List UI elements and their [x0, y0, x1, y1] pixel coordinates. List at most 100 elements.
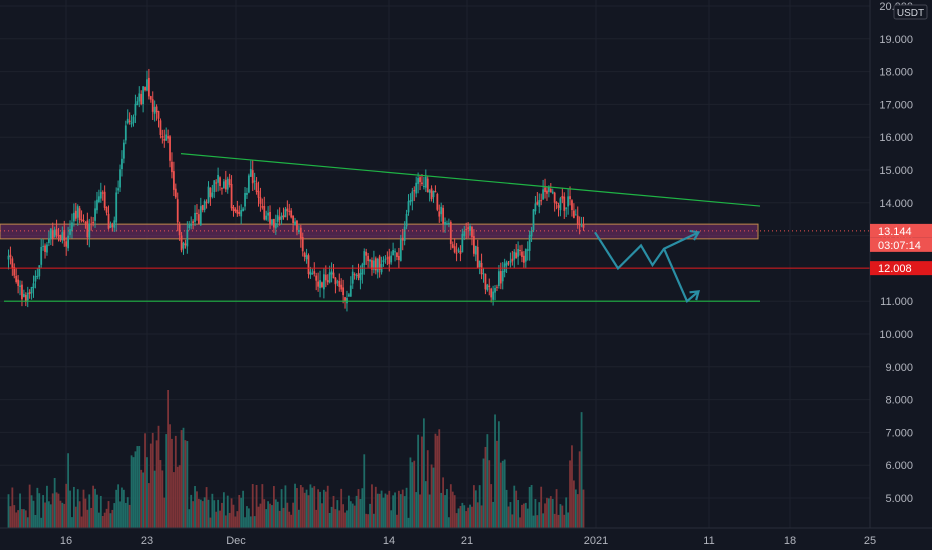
volume-bar [55, 492, 58, 528]
candle-body [294, 221, 296, 226]
currency-badge[interactable]: USDT [893, 4, 928, 20]
candle-body [167, 136, 170, 139]
candle-body [99, 191, 102, 199]
volume-bar [422, 418, 425, 528]
candle-body [255, 182, 258, 192]
candle-body [447, 222, 450, 224]
candle-body [9, 254, 12, 258]
volume-bar [536, 515, 539, 528]
candle-body [290, 210, 293, 218]
volume-bar [192, 501, 195, 528]
volume-bar [121, 487, 123, 528]
candle-body [313, 271, 316, 274]
volume-bar [563, 514, 566, 528]
candle-body [284, 209, 287, 218]
volume-bar [501, 460, 504, 528]
candle-body [369, 259, 371, 262]
price-axis-label: 10.000 [879, 329, 913, 341]
candle-body [349, 285, 352, 297]
volume-bar [136, 446, 139, 528]
volume-bar [524, 502, 527, 528]
volume-bar [32, 500, 35, 528]
volume-bar [147, 483, 150, 528]
volume-bar [280, 489, 283, 528]
volume-bar [217, 499, 220, 528]
candle-body [307, 255, 310, 275]
candle-body [138, 93, 141, 102]
volume-bar [576, 494, 579, 528]
candle-body [244, 193, 246, 207]
volume-bar [511, 514, 514, 528]
volume-bar [305, 489, 308, 528]
candlesticks [7, 68, 585, 312]
candle-body [309, 271, 312, 276]
volume-bar [542, 513, 545, 528]
candle-body [580, 225, 583, 227]
candle-body [134, 103, 137, 116]
price-axis[interactable]: 20.00019.00018.00017.00016.00015.00014.0… [879, 1, 913, 505]
volume-bar [78, 501, 81, 528]
volume-bar [311, 487, 314, 528]
volume-bar [434, 433, 437, 528]
volume-bar [461, 502, 464, 528]
candle-body [428, 190, 431, 193]
candle-body [288, 210, 291, 212]
price-tags: 13.144 03:07:14 12.008 [870, 223, 932, 276]
candle-body [394, 251, 396, 253]
candle-body [59, 234, 62, 241]
volume-bar [249, 516, 252, 528]
time-axis-label: 2021 [584, 535, 608, 547]
candle-body [513, 251, 516, 260]
volume-bar [436, 435, 439, 528]
volume-bar [313, 486, 316, 528]
candle-body [392, 249, 395, 256]
volume-bar [330, 506, 333, 528]
candle-body [515, 252, 518, 259]
volume-bar [519, 517, 521, 528]
drawings [0, 153, 870, 304]
volume-bar [507, 506, 510, 528]
candle-body [271, 219, 273, 224]
candle-body [578, 224, 581, 226]
volume-bar [115, 489, 118, 528]
candle-body [305, 254, 308, 260]
candle-body [253, 180, 256, 183]
time-axis[interactable]: 16 23 Dec 14 21 2021 11 18 25 [60, 535, 876, 547]
volume-bar [138, 446, 141, 528]
volume-bar [274, 499, 277, 528]
volume-bar [388, 490, 391, 528]
volume-bar [428, 494, 431, 528]
volume-bar [232, 504, 235, 528]
candle-body [201, 205, 204, 211]
candle-body [494, 288, 496, 293]
candle-body [457, 249, 460, 252]
volume-bar [255, 484, 258, 528]
resistance-trendline [180, 153, 761, 207]
volume-bar [251, 484, 254, 528]
candle-body [32, 283, 35, 289]
volume-bar [365, 513, 368, 528]
candle-body [234, 209, 237, 212]
volume-bar [47, 501, 50, 528]
candle-body [363, 251, 366, 265]
volume-bar [357, 489, 360, 528]
volume-bar [224, 515, 227, 528]
candle-body [197, 214, 200, 224]
volume-bar [186, 441, 189, 528]
candle-body [386, 257, 389, 259]
volume-bar [371, 484, 373, 528]
current-price-tag-bg [870, 223, 932, 238]
volume-bar [580, 412, 583, 528]
candle-body [63, 230, 66, 241]
volume-bar [396, 514, 398, 528]
volume-bar [442, 477, 445, 528]
candle-body [80, 219, 83, 221]
volume-bar [546, 497, 548, 528]
volume-bar [36, 487, 39, 528]
volume-bar [203, 497, 206, 528]
projection-path [594, 231, 699, 271]
candle-body [424, 176, 427, 188]
candle-body [205, 202, 208, 204]
volume-bar [359, 498, 362, 528]
